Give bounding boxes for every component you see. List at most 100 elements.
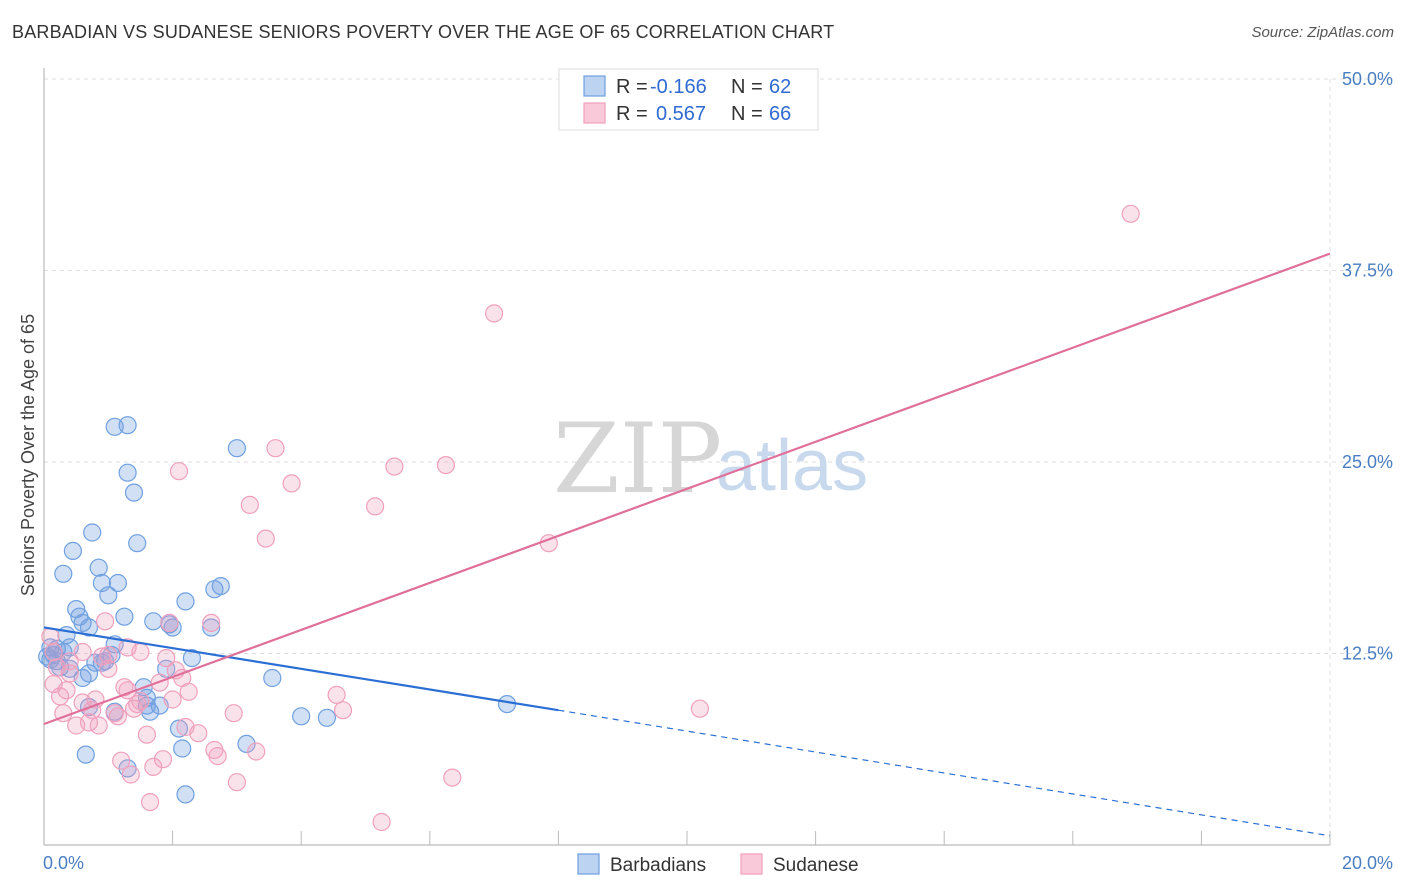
sudanese-point: [141, 792, 160, 812]
legend-r-label-2: R =: [616, 103, 648, 125]
barbadian-trend-extension: [558, 709, 1331, 837]
sudanese-point: [247, 742, 266, 761]
watermark: ZIP atlas: [553, 403, 868, 515]
sudanese-point: [256, 529, 275, 548]
barbadian-point: [76, 745, 95, 764]
watermark-atlas: atlas: [716, 426, 868, 506]
barbadian-point: [63, 541, 83, 561]
barbadian-point: [144, 612, 163, 631]
barbadian-point: [83, 523, 102, 542]
y-tick-label: 25.0%: [1342, 452, 1393, 472]
sudanese-point: [208, 746, 227, 766]
barbadian-point: [263, 668, 282, 688]
barbadian-point: [124, 483, 144, 502]
barbadian-point: [497, 694, 517, 714]
barbadian-point: [292, 707, 311, 726]
sudanese-point: [163, 690, 182, 709]
legend-n-value-1: 62: [769, 76, 791, 98]
sudanese-point: [105, 704, 124, 723]
sudanese-point: [266, 439, 285, 458]
bottom-legend: Barbadians Sudanese: [577, 853, 859, 876]
sudanese-point: [189, 724, 208, 743]
barbadian-point: [227, 439, 246, 458]
legend-swatch-barbadians: [583, 75, 606, 97]
sudanese-point: [224, 704, 243, 723]
sudanese-point: [89, 716, 108, 735]
legend-n-label-2: N =: [731, 103, 763, 125]
legend-box: R = -0.166 N = 62 R = 0.567 N = 66: [558, 68, 819, 131]
barbadian-point: [169, 719, 189, 738]
trend-lines: [43, 252, 1331, 837]
sudanese-point: [202, 613, 221, 633]
y-tick-label: 37.5%: [1342, 261, 1393, 281]
sudanese-point: [372, 812, 391, 832]
x-tick-label: 0.0%: [43, 853, 84, 873]
sudanese-point: [160, 613, 179, 633]
tick-labels: 12.5% 25.0% 37.5% 50.0% 0.0% 20.0%: [43, 69, 1393, 873]
sudanese-point: [73, 642, 92, 662]
sudanese-point: [44, 642, 63, 662]
bottom-legend-swatch-sudanese: [740, 853, 763, 875]
sudanese-point: [485, 304, 504, 323]
sudanese-trend-line: [43, 252, 1331, 726]
barbadian-point: [79, 618, 99, 637]
sudanese-point: [169, 462, 189, 481]
sudanese-point: [144, 757, 163, 777]
sudanese-point: [333, 701, 353, 720]
source-label: Source: ZipAtlas.com: [1251, 24, 1394, 41]
watermark-zip: ZIP: [553, 403, 722, 515]
barbadian-point: [115, 607, 134, 626]
sudanese-point: [690, 699, 710, 718]
sudanese-point: [227, 773, 246, 792]
sudanese-point: [179, 682, 198, 701]
sudanese-point: [95, 612, 115, 631]
sudanese-point: [60, 664, 79, 683]
barbadian-point: [118, 416, 137, 435]
sudanese-point: [366, 497, 385, 516]
sudanese-point: [1121, 204, 1140, 223]
barbadian-point: [54, 564, 73, 583]
y-axis-label: Seniors Poverty Over the Age of 65: [18, 314, 38, 596]
sudanese-point: [41, 627, 60, 646]
bottom-legend-sudanese: Sudanese: [773, 855, 859, 876]
sudanese-point: [57, 681, 76, 700]
barbadian-point: [176, 785, 195, 804]
sudanese-point: [436, 456, 455, 475]
bottom-legend-swatch-barbadians: [577, 853, 600, 875]
legend-swatch-sudanese: [583, 102, 606, 124]
barbadian-point: [176, 592, 195, 611]
legend-n-value-2: 66: [769, 103, 791, 125]
sudanese-point: [327, 685, 346, 705]
barbadian-point: [202, 618, 221, 637]
sudanese-point: [131, 642, 150, 662]
sudanese-point: [99, 659, 118, 678]
bottom-legend-barbadians: Barbadians: [610, 855, 706, 876]
barbadian-point: [99, 586, 118, 605]
x-tick-label: 20.0%: [1342, 853, 1393, 873]
sudanese-point: [99, 645, 118, 665]
sudanese-point: [240, 495, 259, 514]
barbadian-point: [73, 613, 92, 633]
y-tick-label: 50.0%: [1342, 69, 1393, 89]
barbadian-point: [173, 739, 192, 758]
sudanese-point: [131, 691, 150, 711]
barbadian-point: [89, 558, 108, 577]
barbadian-point: [128, 534, 147, 553]
legend-r-value-2: 0.567: [656, 103, 706, 125]
data-points: [38, 204, 1140, 832]
sudanese-point: [121, 765, 140, 784]
sudanese-point: [282, 474, 301, 493]
sudanese-point: [137, 725, 156, 744]
sudanese-point: [385, 457, 404, 476]
legend-r-label-1: R =: [616, 76, 648, 98]
barbadian-point: [108, 573, 128, 593]
sudanese-point: [108, 707, 128, 726]
barbadian-trend-line: [43, 626, 559, 712]
sudanese-point: [128, 694, 147, 714]
chart-title: BARBADIAN VS SUDANESE SENIORS POVERTY OV…: [12, 22, 835, 42]
barbadian-point: [118, 463, 137, 482]
sudanese-point: [157, 648, 176, 668]
barbadian-point: [211, 576, 230, 596]
gridlines: [44, 78, 1392, 845]
